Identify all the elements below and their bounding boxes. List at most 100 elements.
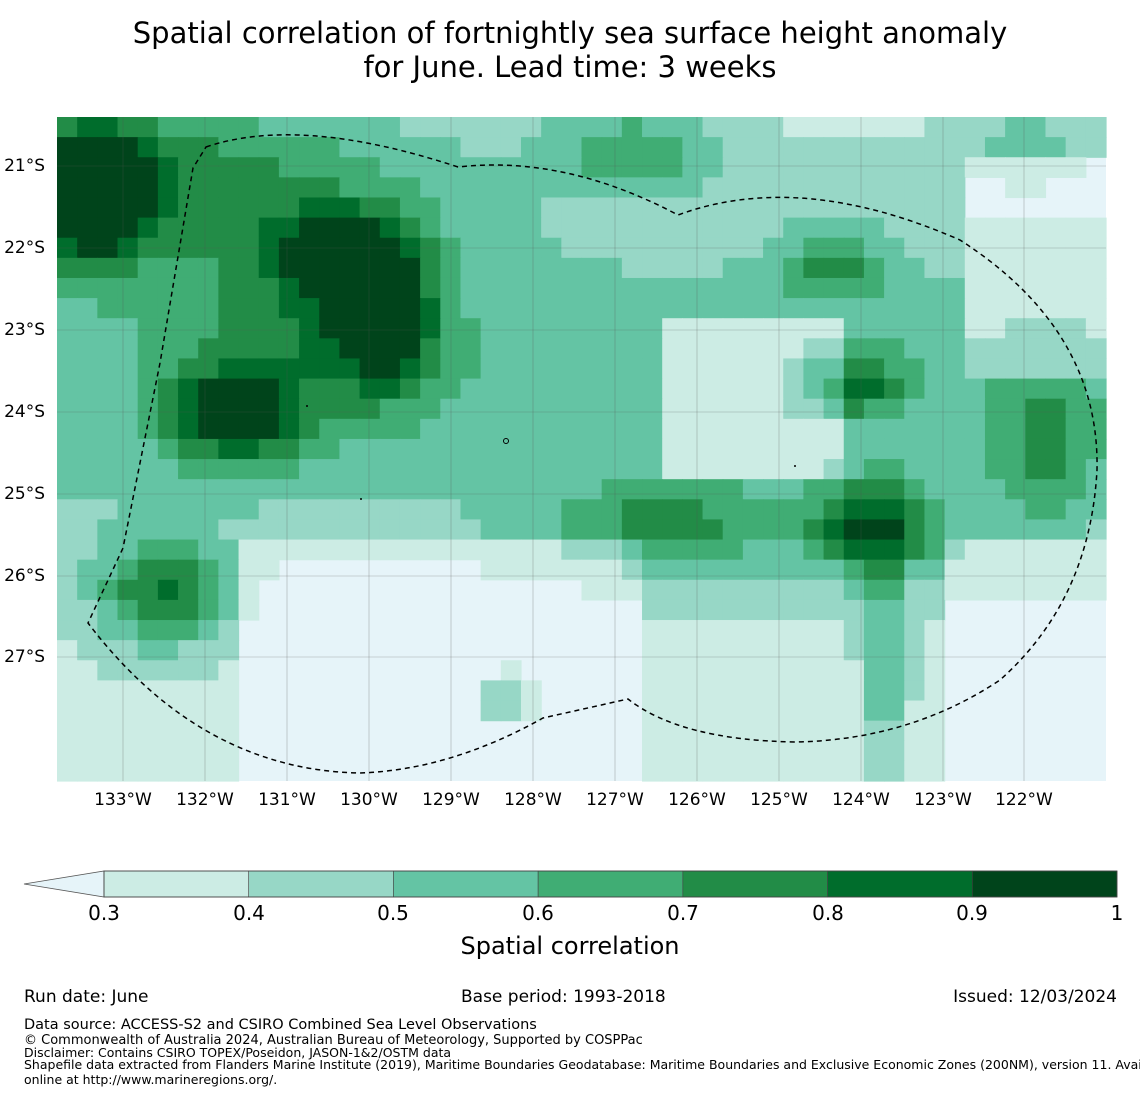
longitude-labels: 133°W 132°W 131°W 130°W 129°W 128°W 127°… (94, 790, 1053, 810)
correlation-cell (117, 519, 139, 541)
correlation-cell (238, 579, 260, 601)
correlation-cell (1085, 579, 1107, 601)
correlation-cell (541, 539, 562, 561)
correlation-cell (722, 177, 744, 199)
correlation-cell (1005, 217, 1026, 239)
correlation-cell (57, 519, 78, 541)
correlation-cell (97, 620, 119, 641)
correlation-cell (823, 640, 845, 661)
correlation-cell (783, 479, 804, 500)
correlation-cell (97, 418, 119, 440)
correlation-cell (944, 519, 966, 541)
correlation-cell (823, 459, 845, 480)
correlation-cell (258, 177, 280, 199)
lon-label: 125°W (750, 790, 808, 810)
correlation-cell (944, 237, 966, 259)
correlation-cell (581, 318, 603, 339)
correlation-cell (884, 640, 905, 661)
correlation-cell (399, 539, 421, 561)
correlation-cell (863, 398, 885, 420)
correlation-cell (702, 599, 724, 621)
correlation-cell (722, 298, 744, 319)
correlation-cell (803, 459, 825, 480)
correlation-cell (77, 499, 98, 521)
correlation-cell (97, 298, 119, 319)
correlation-cell (157, 740, 179, 762)
correlation-cell (621, 277, 643, 299)
correlation-cell (682, 660, 704, 681)
correlation-cell (702, 499, 724, 521)
correlation-cell (863, 318, 885, 339)
correlation-cell (278, 459, 300, 480)
island-marker (503, 438, 509, 444)
correlation-cell (823, 438, 845, 460)
correlation-cell (157, 720, 179, 742)
correlation-cell (863, 539, 885, 561)
correlation-cell (440, 398, 462, 420)
correlation-cell (561, 438, 583, 460)
correlation-cell (662, 137, 683, 158)
correlation-cell (178, 378, 199, 400)
correlation-cell (984, 479, 1006, 500)
correlation-cells (57, 117, 1107, 782)
correlation-cell (178, 318, 199, 339)
correlation-cell (642, 459, 663, 480)
correlation-cell (783, 559, 804, 581)
correlation-cell (379, 358, 401, 380)
correlation-cell (843, 760, 865, 782)
correlation-cell (863, 338, 885, 360)
correlation-cell (702, 257, 724, 279)
correlation-cell (783, 599, 804, 621)
correlation-cell (339, 418, 361, 440)
correlation-cell (97, 559, 119, 581)
correlation-cell (682, 720, 704, 742)
colorbar-bin (393, 870, 539, 898)
correlation-cell (299, 277, 320, 299)
correlation-cell (1085, 137, 1107, 158)
latitude-labels: 21°S 22°S 23°S 24°S 25°S 26°S 27°S (4, 156, 45, 667)
correlation-cell (682, 298, 704, 319)
correlation-cell (399, 137, 421, 158)
correlation-cell (722, 398, 744, 420)
correlation-cell (500, 680, 522, 702)
lon-label: 122°W (995, 790, 1053, 810)
correlation-cell (783, 620, 804, 641)
correlation-cell (984, 378, 1006, 400)
correlation-cell (299, 378, 320, 400)
correlation-cell (924, 599, 946, 621)
correlation-cell (682, 398, 704, 420)
correlation-cell (823, 398, 845, 420)
correlation-cell (258, 217, 280, 239)
correlation-cell (399, 499, 421, 521)
correlation-cell (379, 539, 401, 561)
correlation-cell (319, 298, 341, 319)
correlation-cell (763, 559, 784, 581)
correlation-cell (763, 237, 784, 259)
correlation-cell (823, 378, 845, 400)
correlation-cell (1065, 318, 1087, 339)
correlation-cell (198, 479, 219, 500)
correlation-cell (662, 640, 683, 661)
correlation-cell (601, 438, 623, 460)
correlation-cell (581, 358, 603, 380)
correlation-cell (1005, 539, 1026, 561)
correlation-cell (783, 720, 804, 742)
correlation-cell (157, 620, 179, 641)
correlation-cell (117, 559, 139, 581)
correlation-cell (57, 620, 78, 641)
correlation-cell (278, 519, 300, 541)
correlation-cell (137, 277, 159, 299)
correlation-cell (904, 257, 926, 279)
correlation-cell (964, 217, 986, 239)
correlation-cell (57, 438, 78, 460)
correlation-cell (1025, 237, 1047, 259)
correlation-cell (964, 559, 986, 581)
correlation-cell (984, 499, 1006, 521)
correlation-cell (561, 519, 583, 541)
correlation-cell (642, 620, 663, 641)
correlation-cell (884, 277, 905, 299)
lon-label: 130°W (340, 790, 398, 810)
correlation-cell (964, 117, 986, 138)
correlation-cell (198, 660, 219, 681)
correlation-cell (157, 559, 179, 581)
